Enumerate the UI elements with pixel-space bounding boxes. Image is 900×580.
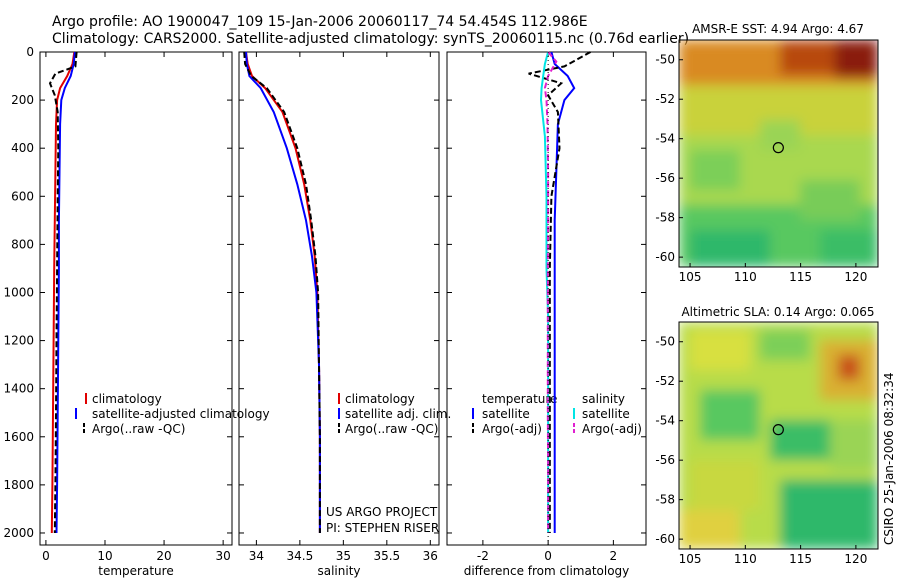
plot-frame bbox=[39, 51, 233, 546]
map-y-tick-label: -60 bbox=[655, 532, 675, 546]
x-tick-label: 0 bbox=[42, 549, 50, 563]
credit-stamp: CSIRO 25-Jan-2006 08:32:34 bbox=[882, 373, 896, 545]
x-axis-label: temperature bbox=[98, 564, 173, 578]
x-tick-label: 10 bbox=[97, 549, 112, 563]
legend-label-temp-satellite: satellite bbox=[482, 407, 530, 421]
y-tick-label: 400 bbox=[11, 141, 34, 155]
y-tick-label: 800 bbox=[11, 237, 34, 251]
series-line-climatology bbox=[50, 51, 76, 534]
map-y-tick-label: -54 bbox=[655, 414, 675, 428]
difference-legend: temperature salinity satellite Argo(-adj… bbox=[472, 392, 642, 436]
map-x-tick-label: 120 bbox=[844, 552, 867, 566]
x-tick-label: 2 bbox=[610, 549, 618, 563]
legend-label-climatology: climatology bbox=[92, 392, 162, 406]
map-x-tick-label: 110 bbox=[734, 270, 757, 284]
y-tick-label: 1800 bbox=[3, 478, 34, 492]
series-line-temperature-argo-adj- bbox=[528, 51, 591, 533]
x-tick-label: 36 bbox=[423, 549, 438, 563]
series-line-satellite-adjusted-climatology bbox=[55, 51, 76, 534]
sst-argo-location-marker bbox=[772, 142, 784, 154]
legend-title-temperature: temperature bbox=[482, 392, 557, 406]
map-x-tick-label: 115 bbox=[789, 552, 812, 566]
x-tick-label: 0 bbox=[544, 549, 552, 563]
y-tick-label: 2000 bbox=[3, 526, 34, 540]
series-line-argo-raw-qc- bbox=[243, 51, 321, 533]
x-tick-label: 35 bbox=[336, 549, 351, 563]
map-y-tick-label: -56 bbox=[655, 453, 675, 467]
map-y-tick-label: -58 bbox=[655, 211, 675, 225]
map-y-tick-label: -56 bbox=[655, 171, 675, 185]
title-line-1: Argo profile: AO 1900047_109 15-Jan-2006… bbox=[52, 14, 588, 30]
map-x-tick-label: 110 bbox=[734, 552, 757, 566]
legend-label-climatology: climatology bbox=[345, 392, 415, 406]
series-line-climatology bbox=[245, 51, 321, 533]
legend-label-temp-argo: Argo(-adj) bbox=[482, 422, 542, 436]
plot-frame bbox=[238, 51, 440, 546]
y-tick-label: 200 bbox=[11, 93, 34, 107]
salinity_profile-panel: 34 34.5 35 35.5 36 salinity bbox=[238, 51, 440, 578]
legend-label-satellite: satellite-adjusted climatology bbox=[92, 407, 270, 421]
legend-label-argo: Argo(..raw -QC) bbox=[345, 422, 438, 436]
x-axis-label: difference from climatology bbox=[464, 564, 630, 578]
temperature-legend: climatology satellite-adjusted climatolo… bbox=[75, 392, 270, 436]
legend-label-sal-satellite: satellite bbox=[582, 407, 630, 421]
project-annotation: US ARGO PROJECT bbox=[326, 505, 438, 519]
map-y-tick-label: -58 bbox=[655, 493, 675, 507]
legend-label-argo: Argo(..raw -QC) bbox=[92, 422, 185, 436]
temperature_profile-panel: 0 10 20 30 0 200 400 600 800 1000 1200 1400 1600 1800… bbox=[3, 45, 233, 578]
map-x-tick-label: 105 bbox=[679, 270, 702, 284]
map-y-tick-label: -50 bbox=[655, 53, 675, 67]
y-tick-label: 1200 bbox=[3, 334, 34, 348]
legend-title-salinity: salinity bbox=[582, 392, 625, 406]
y-tick-label: 0 bbox=[26, 45, 34, 59]
x-tick-label: -2 bbox=[477, 549, 489, 563]
sst-map-title: AMSR-E SST: 4.94 Argo: 4.67 bbox=[692, 22, 864, 36]
sla-map-panel: Altimetric SLA: 0.14 Argo: 0.065 105 110 1… bbox=[655, 305, 879, 566]
y-tick-label: 1000 bbox=[3, 285, 34, 299]
salinity-legend: climatology satellite adj. clim. Argo(..… bbox=[338, 392, 451, 436]
x-axis-label: salinity bbox=[317, 564, 360, 578]
x-tick-label: 34.5 bbox=[287, 549, 314, 563]
map-y-tick-label: -60 bbox=[655, 250, 675, 264]
map-x-tick-label: 115 bbox=[789, 270, 812, 284]
x-tick-label: 34 bbox=[249, 549, 264, 563]
series-line-argo-raw-qc- bbox=[48, 51, 78, 534]
y-tick-label: 1600 bbox=[3, 430, 34, 444]
x-tick-label: 20 bbox=[156, 549, 171, 563]
x-tick-label: 35.5 bbox=[373, 549, 400, 563]
sla-map-axes: 105 110 115 120 -50 -52 -54 -56 -58 -60 bbox=[655, 335, 867, 566]
pi-annotation: PI: STEPHEN RISER bbox=[326, 521, 439, 535]
sst-map-axes: 105 110 115 120 -50 -52 -54 -56 -58 -60 bbox=[655, 53, 867, 284]
sst-map-panel: AMSR-E SST: 4.94 Argo: 4.67 105 110 115 120… bbox=[655, 22, 879, 284]
map-x-tick-label: 105 bbox=[679, 552, 702, 566]
x-tick-label: 30 bbox=[215, 549, 230, 563]
y-tick-label: 600 bbox=[11, 189, 34, 203]
map-y-tick-label: -54 bbox=[655, 132, 675, 146]
plot-frame bbox=[446, 51, 647, 546]
sla-argo-location-marker bbox=[772, 424, 784, 436]
series-line-temperature-satellite bbox=[550, 51, 576, 533]
legend-label-satellite: satellite adj. clim. bbox=[345, 407, 451, 421]
title-line-2: Climatology: CARS2000. Satellite-adjuste… bbox=[52, 31, 689, 47]
legend-label-sal-argo: Argo(-adj) bbox=[582, 422, 642, 436]
y-tick-label: 1400 bbox=[3, 382, 34, 396]
map-y-tick-label: -52 bbox=[655, 92, 675, 106]
series-line-satellite-adj-clim- bbox=[245, 51, 321, 533]
map-x-tick-label: 120 bbox=[844, 270, 867, 284]
map-y-tick-label: -52 bbox=[655, 374, 675, 388]
map-y-tick-label: -50 bbox=[655, 335, 675, 349]
sla-map-title: Altimetric SLA: 0.14 Argo: 0.065 bbox=[681, 305, 874, 319]
